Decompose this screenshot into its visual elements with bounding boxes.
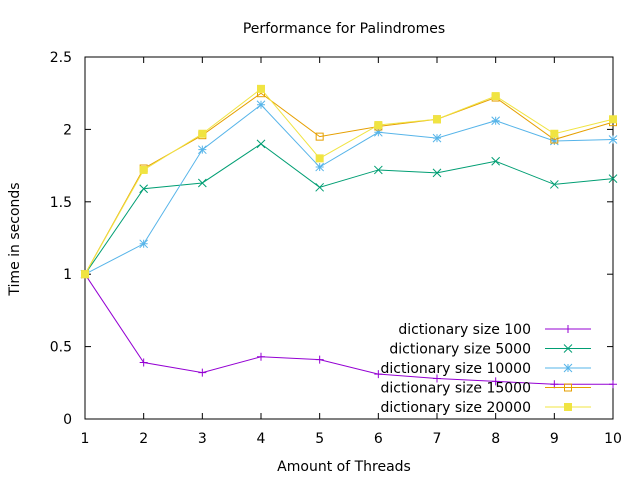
legend-swatch-marker xyxy=(564,403,572,411)
series-2 xyxy=(80,139,618,279)
data-point xyxy=(608,174,618,183)
data-point xyxy=(550,380,559,389)
y-tick-label: 0.5 xyxy=(50,340,72,356)
chart-title: Performance for Palindromes xyxy=(243,21,445,37)
data-point xyxy=(315,182,325,192)
series-layer xyxy=(80,84,618,389)
data-point xyxy=(139,165,148,174)
x-tick-label: 7 xyxy=(433,431,442,447)
y-tick-label: 1 xyxy=(63,267,72,283)
legend-entry: dictionary size 100 xyxy=(398,322,591,338)
x-axis: 1 2 3 4 5 6 7 8 9 10 xyxy=(81,57,622,447)
x-axis-label: Amount of Threads xyxy=(277,459,411,475)
legend-swatch-marker xyxy=(564,383,572,392)
data-point xyxy=(257,84,265,93)
data-point xyxy=(374,121,383,130)
legend-swatch-marker xyxy=(563,344,573,353)
data-point xyxy=(315,154,324,163)
data-point xyxy=(491,377,500,386)
x-tick-label: 6 xyxy=(374,431,383,447)
x-tick-label: 5 xyxy=(315,431,324,447)
legend-label: dictionary size 20000 xyxy=(381,400,532,416)
data-point xyxy=(608,135,618,144)
data-point xyxy=(81,270,89,279)
series-line xyxy=(84,143,614,275)
data-point xyxy=(491,116,501,126)
data-point xyxy=(609,380,617,389)
data-point xyxy=(549,180,559,189)
data-point xyxy=(315,162,325,172)
legend-label: dictionary size 100 xyxy=(398,322,531,338)
data-point xyxy=(139,358,148,367)
data-point xyxy=(139,239,149,249)
x-tick-label: 8 xyxy=(491,431,500,447)
data-point xyxy=(373,165,383,175)
x-tick-label: 10 xyxy=(604,431,622,447)
data-point xyxy=(197,178,207,188)
series-line xyxy=(84,88,614,275)
data-point xyxy=(197,145,207,155)
data-point xyxy=(491,156,501,166)
data-point xyxy=(550,129,559,138)
legend-label: dictionary size 15000 xyxy=(381,381,532,397)
legend-entry: dictionary size 15000 xyxy=(381,381,591,397)
x-tick-label: 1 xyxy=(81,431,90,447)
data-point xyxy=(198,129,207,138)
y-tick-label: 0 xyxy=(63,412,72,428)
series-4 xyxy=(81,89,617,279)
y-tick-label: 2 xyxy=(63,122,72,138)
data-point xyxy=(433,374,441,383)
x-tick-label: 2 xyxy=(139,431,148,447)
data-point xyxy=(432,133,442,143)
legend: dictionary size 100 dictionary size 5000 d… xyxy=(381,322,591,416)
data-point xyxy=(256,100,266,110)
data-point xyxy=(256,139,266,149)
data-point xyxy=(549,136,559,146)
legend-swatch-marker xyxy=(564,325,572,333)
data-point xyxy=(139,184,149,194)
data-point xyxy=(374,370,383,379)
data-point xyxy=(257,352,265,361)
series-line xyxy=(84,273,613,385)
legend-swatch-marker xyxy=(563,363,573,373)
data-point xyxy=(609,115,617,124)
y-tick-label: 1.5 xyxy=(50,195,72,211)
data-point xyxy=(491,92,500,101)
x-tick-label: 3 xyxy=(198,431,207,447)
data-point xyxy=(433,115,441,124)
y-axis: 0 0.5 1 1.5 2 2.5 xyxy=(50,50,613,428)
legend-label: dictionary size 5000 xyxy=(389,342,531,358)
data-point xyxy=(315,355,324,364)
legend-entry: dictionary size 5000 xyxy=(389,342,591,358)
legend-label: dictionary size 10000 xyxy=(381,361,532,377)
x-tick-label: 9 xyxy=(550,431,559,447)
x-tick-label: 4 xyxy=(257,431,266,447)
data-point xyxy=(432,168,442,178)
plot-area-frame xyxy=(84,56,614,420)
data-point xyxy=(373,127,383,137)
series-line xyxy=(84,104,614,275)
data-point xyxy=(198,368,207,377)
series-5 xyxy=(81,84,617,279)
y-tick-label: 2.5 xyxy=(50,50,72,66)
y-axis-label: Time in seconds xyxy=(7,182,23,296)
series-1 xyxy=(81,270,617,389)
legend-entry: dictionary size 10000 xyxy=(381,361,591,377)
data-point xyxy=(315,132,324,141)
legend-entry: dictionary size 20000 xyxy=(381,400,591,416)
